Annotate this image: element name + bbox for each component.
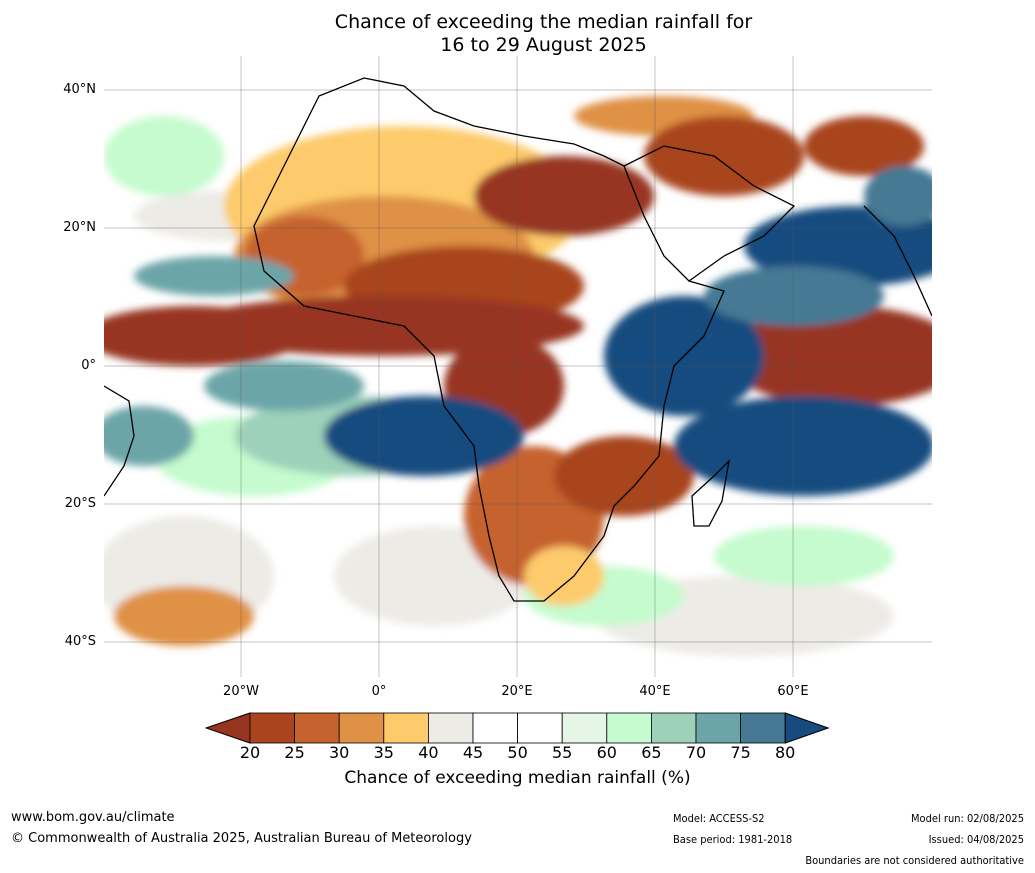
footer-website: www.bom.gov.au/climate <box>11 810 175 825</box>
rainfall-map <box>104 56 932 677</box>
colorbar-tick-label: 80 <box>775 743 796 762</box>
footer-copyright: © Commonwealth of Australia 2025, Austra… <box>11 831 472 846</box>
colorbar-bin <box>606 712 652 744</box>
colorbar-extend-high <box>784 712 830 744</box>
footer-model-run: Model run: 02/08/2025 <box>911 812 1024 825</box>
colorbar-bin <box>650 712 697 744</box>
colorbar-tick-label: 70 <box>685 743 707 762</box>
lat-label-20s: 20°S <box>64 496 96 511</box>
colorbar-bin <box>383 712 429 744</box>
lon-label-0: 0° <box>371 684 387 699</box>
colorbar-tick-label: 75 <box>730 743 751 762</box>
colorbar-bin <box>740 712 786 744</box>
colorbar-bin <box>472 712 518 744</box>
colorbar-bin <box>338 712 385 744</box>
colorbar-tick-label: 30 <box>329 743 350 762</box>
lon-label-20e: 20°E <box>501 684 533 699</box>
lon-label-60e: 60°E <box>777 684 809 699</box>
colorbar-tick-label: 45 <box>462 743 484 762</box>
colorbar-bin <box>294 712 340 744</box>
colorbar-extend-low <box>204 712 251 744</box>
map-title-line2: 16 to 29 August 2025 <box>440 34 647 56</box>
colorbar-bin <box>517 712 563 744</box>
south-america-coastline <box>104 385 135 497</box>
footer-issued: Issued: 04/08/2025 <box>928 833 1024 846</box>
colorbar-tick-label: 55 <box>552 743 573 762</box>
colorbar-tick-label: 60 <box>596 743 617 762</box>
footer-base-period: Base period: 1981-2018 <box>673 833 793 846</box>
colorbar-tick-label: 50 <box>507 743 528 762</box>
colorbar-bin <box>561 712 608 744</box>
lat-label-40s: 40°S <box>64 634 96 649</box>
colorbar-bin <box>427 712 474 744</box>
footer-disclaimer: Boundaries are not considered authoritat… <box>805 854 1024 867</box>
colorbar-tick-label: 65 <box>641 743 662 762</box>
india-coastline <box>863 205 932 317</box>
colorbar-tick-label: 20 <box>239 743 261 762</box>
colorbar-title: Chance of exceeding median rainfall (%) <box>344 768 691 788</box>
lat-label-0: 0° <box>81 358 96 373</box>
colorbar-bin <box>249 712 295 744</box>
lat-label-40n: 40°N <box>63 82 96 97</box>
colorbar <box>204 712 830 748</box>
footer-model: Model: ACCESS-S2 <box>673 812 765 825</box>
lon-label-20w: 20°W <box>223 684 259 699</box>
africa-coastline <box>253 77 725 602</box>
graticule <box>104 56 932 677</box>
colorbar-tick-label: 25 <box>284 743 305 762</box>
colorbar-tick-label: 40 <box>418 743 439 762</box>
lon-label-40e: 40°E <box>639 684 671 699</box>
lat-label-20n: 20°N <box>63 220 96 235</box>
probability-field <box>104 96 932 656</box>
map-title-line1: Chance of exceeding the median rainfall … <box>334 11 753 33</box>
madagascar-coastline <box>691 459 730 527</box>
colorbar-bin <box>695 712 741 744</box>
arabia-coastline <box>623 145 796 282</box>
colorbar-tick-label: 35 <box>373 743 394 762</box>
